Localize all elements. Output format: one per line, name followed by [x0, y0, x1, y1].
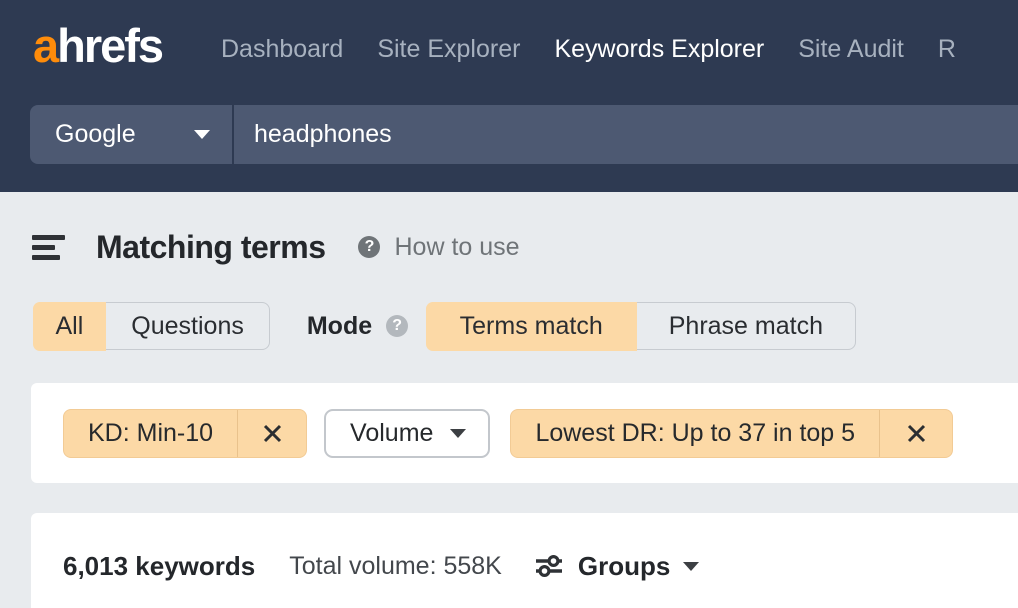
close-icon [907, 424, 925, 442]
menu-bar [32, 254, 60, 260]
scope-tabs: All Questions [32, 301, 270, 351]
menu-bar [32, 244, 55, 250]
total-volume: Total volume: 558K [289, 551, 502, 580]
top-navbar: ahrefs Dashboard Site Explorer Keywords … [0, 0, 1018, 192]
page-header: Matching terms ? How to use [32, 226, 520, 268]
mode-help-icon[interactable]: ? [386, 315, 409, 337]
kd-filter-label: KD: Min-10 [88, 418, 214, 447]
tab-questions[interactable]: Questions [131, 311, 244, 340]
volume-filter-label: Volume [350, 418, 434, 447]
chip-divider [879, 409, 881, 457]
dr-filter-label: Lowest DR: Up to 37 in top 5 [535, 418, 856, 447]
nav-item-truncated[interactable]: R [937, 35, 956, 63]
nav-item-keywords-explorer[interactable]: Keywords Explorer [554, 35, 765, 63]
keywords-count: 6,013 keywords [63, 550, 256, 581]
dr-filter-remove-button[interactable] [880, 410, 952, 457]
nav-item-site-explorer[interactable]: Site Explorer [377, 35, 521, 63]
search-engine-select[interactable]: Google [30, 105, 232, 164]
close-icon [263, 424, 281, 442]
help-icon[interactable]: ? [358, 236, 381, 258]
main-nav: Dashboard Site Explorer Keywords Explore… [221, 34, 956, 64]
search-engine-value: Google [55, 120, 136, 148]
groups-dropdown[interactable]: Groups [534, 550, 700, 582]
logo-letter-a: a [33, 19, 59, 72]
results-summary-bar: 6,013 keywords Total volume: 558K Groups [31, 513, 1018, 608]
how-to-use-link[interactable]: How to use [394, 232, 520, 261]
sliders-icon [535, 554, 562, 578]
volume-filter-button[interactable]: Volume [324, 408, 491, 458]
tab-all[interactable]: All [32, 301, 107, 351]
ahrefs-logo[interactable]: ahrefs [33, 18, 164, 73]
tab-phrase-match[interactable]: Phrase match [668, 311, 823, 340]
match-mode-tabs: Terms match Phrase match [425, 301, 856, 351]
tabs-row: All Questions Mode ? Terms match Phrase … [32, 301, 856, 351]
page-title: Matching terms [96, 228, 326, 265]
nav-item-dashboard[interactable]: Dashboard [221, 35, 344, 63]
menu-bar [32, 234, 65, 240]
caret-down-icon [194, 130, 210, 139]
mode-label: Mode [306, 311, 373, 340]
logo-rest: hrefs [57, 19, 164, 72]
menu-toggle-icon[interactable] [32, 234, 65, 260]
chip-divider [237, 409, 239, 457]
keyword-search-input[interactable] [234, 105, 1018, 164]
kd-filter-remove-button[interactable] [238, 410, 306, 457]
kd-filter-chip[interactable]: KD: Min-10 [63, 408, 308, 458]
tab-terms-match[interactable]: Terms match [425, 301, 637, 351]
filters-bar: KD: Min-10 Volume Lowest DR: Up to 37 in… [31, 383, 1018, 483]
dr-filter-chip[interactable]: Lowest DR: Up to 37 in top 5 [510, 408, 954, 458]
caret-down-icon [683, 561, 700, 571]
groups-label: Groups [577, 550, 671, 581]
nav-item-site-audit[interactable]: Site Audit [798, 35, 904, 63]
caret-down-icon [450, 428, 467, 438]
